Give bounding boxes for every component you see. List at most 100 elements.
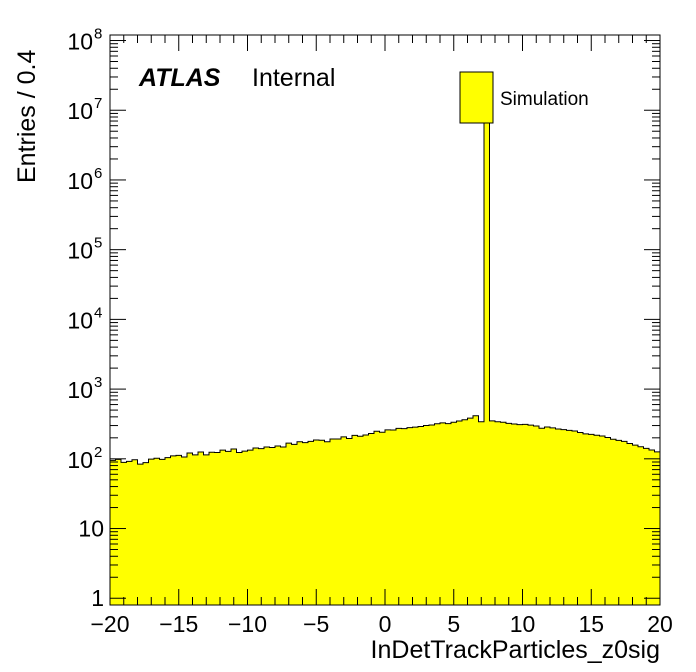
histogram-bar — [616, 440, 622, 605]
histogram-outline — [110, 111, 660, 465]
histogram-bar — [390, 430, 397, 605]
y-axis-minor-ticks — [110, 40, 660, 599]
histogram-bar — [583, 433, 589, 605]
histogram-bar — [302, 442, 309, 605]
histogram-bar — [478, 421, 485, 605]
y-tick-label: 10 — [67, 447, 93, 473]
histogram-bar — [220, 450, 226, 605]
histogram-bar — [550, 427, 556, 605]
histogram-bar — [533, 425, 540, 605]
histogram-bar — [594, 435, 600, 605]
histogram-bar — [187, 453, 193, 605]
y-tick-label-exponent: 7 — [94, 95, 102, 112]
histogram-bar — [434, 423, 441, 605]
histogram-bar — [429, 424, 435, 605]
y-tick-label-exponent: 2 — [94, 444, 102, 461]
histogram-bar — [330, 439, 336, 605]
histogram-bar — [566, 430, 573, 605]
histogram-bar — [506, 423, 512, 605]
histogram-bar — [588, 434, 595, 605]
histogram-bar — [649, 449, 655, 605]
histogram-bars — [110, 112, 661, 606]
histogram-bar — [511, 423, 518, 605]
histogram-bar — [385, 429, 391, 605]
histogram-bar — [577, 432, 584, 605]
histogram-bar — [363, 434, 369, 605]
histogram-bar — [264, 446, 270, 605]
histogram-bar — [500, 422, 507, 605]
x-tick-label: 0 — [379, 611, 392, 637]
histogram-bar — [236, 452, 243, 605]
histogram-bar — [528, 425, 534, 605]
histogram-bar — [368, 433, 375, 605]
histogram-bar — [418, 426, 424, 605]
histogram-bar — [599, 436, 606, 605]
x-tick-label: 15 — [578, 611, 604, 637]
histogram-bar — [341, 436, 347, 605]
histogram-bar — [335, 439, 342, 605]
x-tick-label: 20 — [647, 611, 673, 637]
histogram-bar — [253, 447, 259, 605]
histogram-bar — [401, 428, 408, 605]
histogram-bar — [165, 457, 171, 605]
y-tick-label: 10 — [67, 377, 93, 403]
histogram-bar — [280, 446, 287, 605]
histogram-bar — [440, 422, 446, 605]
histogram-bar — [396, 428, 402, 605]
histogram-bar — [346, 438, 353, 605]
histogram-bar — [154, 458, 160, 605]
x-axis-label: InDetTrackParticles_z0sig — [371, 636, 660, 664]
histogram-bar — [484, 112, 490, 606]
legend-entry-simulation: Simulation — [500, 89, 589, 110]
histogram-bar — [225, 451, 232, 605]
histogram-bar — [132, 459, 138, 605]
x-tick-label: −20 — [90, 611, 129, 637]
histogram-bar — [176, 455, 182, 605]
histogram-bar — [121, 462, 127, 605]
histogram-bar — [522, 424, 529, 605]
histogram-bar — [286, 443, 292, 605]
histogram-bar — [621, 441, 628, 605]
histogram-bar — [143, 462, 149, 605]
y-tick-label: 10 — [67, 98, 93, 124]
histogram-bar — [198, 452, 204, 605]
histogram-bar — [231, 449, 237, 605]
histogram-bar — [374, 431, 380, 605]
histogram-bar — [517, 424, 523, 605]
histogram-bar — [115, 459, 122, 605]
histogram-bar — [209, 452, 215, 605]
y-tick-label-exponent: 6 — [94, 165, 102, 182]
histogram-bar — [495, 421, 501, 605]
histogram-bar — [555, 428, 562, 605]
histogram-bar — [423, 425, 430, 605]
x-tick-label: 5 — [447, 611, 460, 637]
histogram-bar — [610, 439, 617, 605]
histogram-bar — [269, 447, 276, 605]
x-axis-tick-labels: −20 −15 −10 −5 0 5 10 15 20 — [90, 611, 672, 637]
histogram-bar — [539, 428, 545, 605]
histogram-bar — [192, 454, 199, 605]
histogram-bar — [110, 460, 116, 605]
histogram-bar — [572, 430, 578, 605]
histogram-bar — [544, 427, 551, 605]
histogram-bar — [456, 420, 463, 605]
histogram-bar — [275, 445, 281, 605]
y-tick-label-exponent: 3 — [94, 374, 102, 391]
histogram-bar — [357, 436, 364, 605]
histogram-bar — [291, 444, 298, 605]
histogram-bar — [324, 441, 331, 605]
histogram-bar — [148, 459, 155, 605]
histogram-bar — [308, 441, 314, 605]
histogram-bar — [627, 443, 633, 605]
histogram-bar — [451, 422, 457, 605]
histogram-bar — [412, 427, 419, 605]
histogram-bar — [170, 455, 177, 605]
y-tick-label-exponent: 5 — [94, 235, 102, 252]
histogram-bar — [137, 464, 144, 605]
histogram-bar — [561, 429, 567, 605]
histogram-bar — [379, 432, 386, 605]
histogram-bar — [159, 459, 166, 605]
x-tick-label: −10 — [228, 611, 267, 637]
